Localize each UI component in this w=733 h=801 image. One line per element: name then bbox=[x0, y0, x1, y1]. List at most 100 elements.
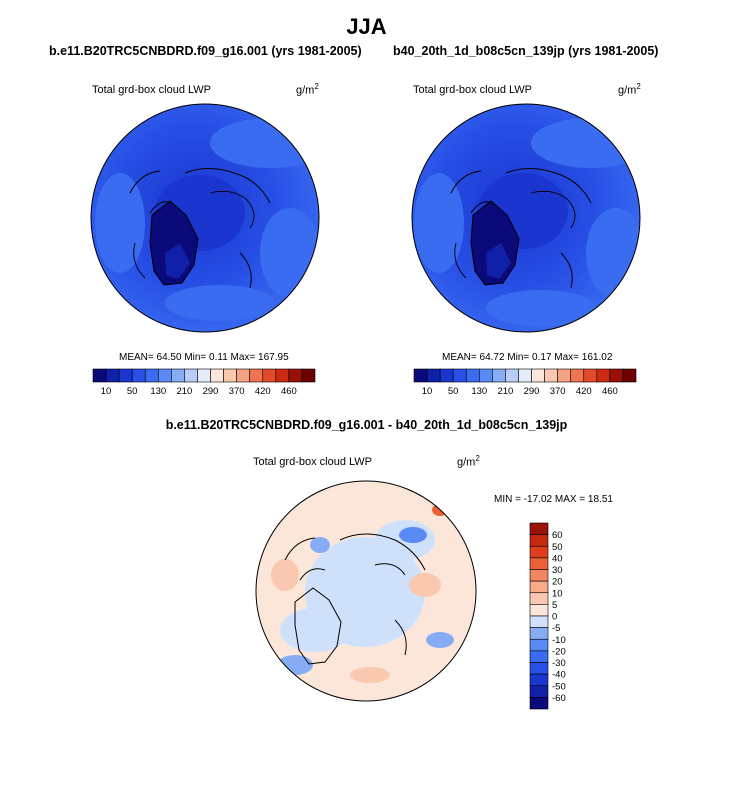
colorbar-tick-label: 10 bbox=[552, 588, 563, 599]
colorbar-swatch bbox=[275, 368, 290, 383]
colorbar-swatch bbox=[288, 368, 303, 383]
colorbar-swatch bbox=[413, 368, 428, 383]
colorbar-tick-label: 50 bbox=[448, 386, 459, 397]
colorbar-swatch bbox=[529, 685, 549, 698]
colorbar-swatch bbox=[529, 557, 549, 570]
colorbar-tick-label: 210 bbox=[497, 386, 513, 397]
colorbar-tick-label: -60 bbox=[552, 693, 566, 704]
colorbar-swatch bbox=[529, 534, 549, 547]
colorbar-swatch bbox=[478, 368, 493, 383]
colorbar-swatch bbox=[529, 673, 549, 687]
colorbar-tick-label: 50 bbox=[127, 386, 138, 397]
colorbar-tick-label: 460 bbox=[281, 386, 297, 397]
colorbar-tick-label: 5 bbox=[552, 600, 557, 611]
colorbar-swatch bbox=[518, 368, 532, 383]
colorbar-tick-label: 290 bbox=[203, 386, 219, 397]
colorbar-tick-label: 10 bbox=[101, 386, 112, 397]
colorbar-swatch bbox=[465, 368, 480, 383]
left-field-label: Total grd-box cloud LWP bbox=[92, 84, 212, 96]
colorbar-tick-label: 290 bbox=[524, 386, 540, 397]
colorbar-swatch bbox=[210, 368, 224, 383]
colorbar-swatch bbox=[529, 697, 549, 710]
colorbar-swatch bbox=[505, 368, 519, 383]
diff-field-label: Total grd-box cloud LWP bbox=[253, 456, 373, 468]
colorbar-swatch bbox=[144, 368, 159, 383]
figure-title: JJA bbox=[346, 14, 387, 39]
colorbar-tick-label: 0 bbox=[552, 612, 557, 623]
colorbar-swatch bbox=[529, 580, 549, 594]
colorbar-swatch bbox=[262, 368, 277, 383]
colorbar-swatch bbox=[529, 615, 549, 628]
colorbar-swatch bbox=[197, 368, 211, 383]
right-panel-title: b40_20th_1d_b08c5cn_139jp (yrs 1981-2005… bbox=[393, 44, 659, 58]
colorbar-tick-label: 130 bbox=[471, 386, 487, 397]
colorbar-swatch bbox=[439, 368, 454, 383]
diff-stats: MIN = -17.02 MAX = 18.51 bbox=[494, 494, 613, 505]
colorbar-tick-label: 420 bbox=[576, 386, 592, 397]
colorbar-swatch bbox=[596, 368, 611, 383]
colorbar-tick-label: 40 bbox=[552, 553, 563, 564]
colorbar-swatch bbox=[544, 368, 558, 383]
colorbar-swatch bbox=[529, 638, 549, 652]
colorbar-swatch bbox=[529, 650, 549, 663]
diff-units: g/m2 bbox=[457, 454, 480, 469]
colorbar-tick-label: -5 bbox=[552, 623, 560, 634]
colorbar-tick-label: 370 bbox=[229, 386, 245, 397]
colorbar-tick-label: 10 bbox=[422, 386, 433, 397]
left-panel-title: b.e11.B20TRC5CNBDRD.f09_g16.001 (yrs 198… bbox=[49, 44, 362, 58]
colorbar-swatch bbox=[492, 368, 506, 383]
right-units: g/m2 bbox=[618, 82, 641, 97]
colorbar-swatch bbox=[131, 368, 146, 383]
colorbar-swatch bbox=[531, 368, 545, 383]
colorbar-tick-label: 210 bbox=[176, 386, 192, 397]
right-stats: MEAN= 64.72 Min= 0.17 Max= 161.02 bbox=[442, 352, 613, 363]
difference-title: b.e11.B20TRC5CNBDRD.f09_g16.001 - b40_20… bbox=[165, 418, 568, 432]
left-units: g/m2 bbox=[296, 82, 319, 97]
colorbar-swatch bbox=[118, 368, 133, 383]
colorbar-swatch bbox=[609, 368, 624, 383]
colorbar-swatch bbox=[223, 368, 237, 383]
colorbar-swatch bbox=[105, 368, 120, 383]
colorbar-tick-label: 20 bbox=[552, 577, 563, 588]
colorbar-swatch bbox=[570, 368, 585, 383]
left-polar-map bbox=[90, 103, 320, 333]
right-field-label: Total grd-box cloud LWP bbox=[413, 84, 533, 96]
colorbar-swatch bbox=[622, 368, 637, 383]
colorbar-swatch bbox=[529, 569, 549, 582]
colorbar-swatch bbox=[583, 368, 598, 383]
left-colorbar: 10 50 130 210 290 370 420 460 bbox=[92, 368, 316, 397]
colorbar-tick-label: -50 bbox=[552, 681, 566, 692]
right-polar-map bbox=[411, 103, 641, 333]
colorbar-swatch bbox=[249, 368, 264, 383]
colorbar-tick-label: 420 bbox=[255, 386, 271, 397]
colorbar-tick-label: -10 bbox=[552, 635, 566, 646]
colorbar-tick-label: 460 bbox=[602, 386, 618, 397]
right-colorbar: 10 50 130 210 290 370 420 460 bbox=[413, 368, 637, 397]
colorbar-swatch bbox=[529, 627, 549, 640]
colorbar-tick-label: -20 bbox=[552, 646, 566, 657]
colorbar-swatch bbox=[529, 592, 549, 605]
colorbar-swatch bbox=[236, 368, 251, 383]
difference-polar-map bbox=[255, 480, 477, 702]
colorbar-tick-label: 50 bbox=[552, 542, 563, 553]
colorbar-swatch bbox=[92, 368, 107, 383]
colorbar-tick-label: 370 bbox=[550, 386, 566, 397]
colorbar-swatch bbox=[557, 368, 572, 383]
colorbar-swatch bbox=[452, 368, 467, 383]
colorbar-tick-label: -30 bbox=[552, 658, 566, 669]
colorbar-swatch bbox=[301, 368, 316, 383]
colorbar-swatch bbox=[184, 368, 198, 383]
colorbar-swatch bbox=[529, 545, 549, 559]
colorbar-tick-label: 130 bbox=[150, 386, 166, 397]
colorbar-swatch bbox=[529, 662, 549, 675]
colorbar-tick-label: 60 bbox=[552, 530, 563, 541]
colorbar-swatch bbox=[171, 368, 185, 383]
colorbar-swatch bbox=[426, 368, 441, 383]
left-stats: MEAN= 64.50 Min= 0.11 Max= 167.95 bbox=[119, 352, 289, 363]
colorbar-tick-label: -40 bbox=[552, 670, 566, 681]
colorbar-swatch bbox=[529, 522, 549, 535]
colorbar-swatch bbox=[157, 368, 172, 383]
colorbar-swatch bbox=[529, 604, 549, 617]
colorbar-tick-label: 30 bbox=[552, 565, 563, 576]
